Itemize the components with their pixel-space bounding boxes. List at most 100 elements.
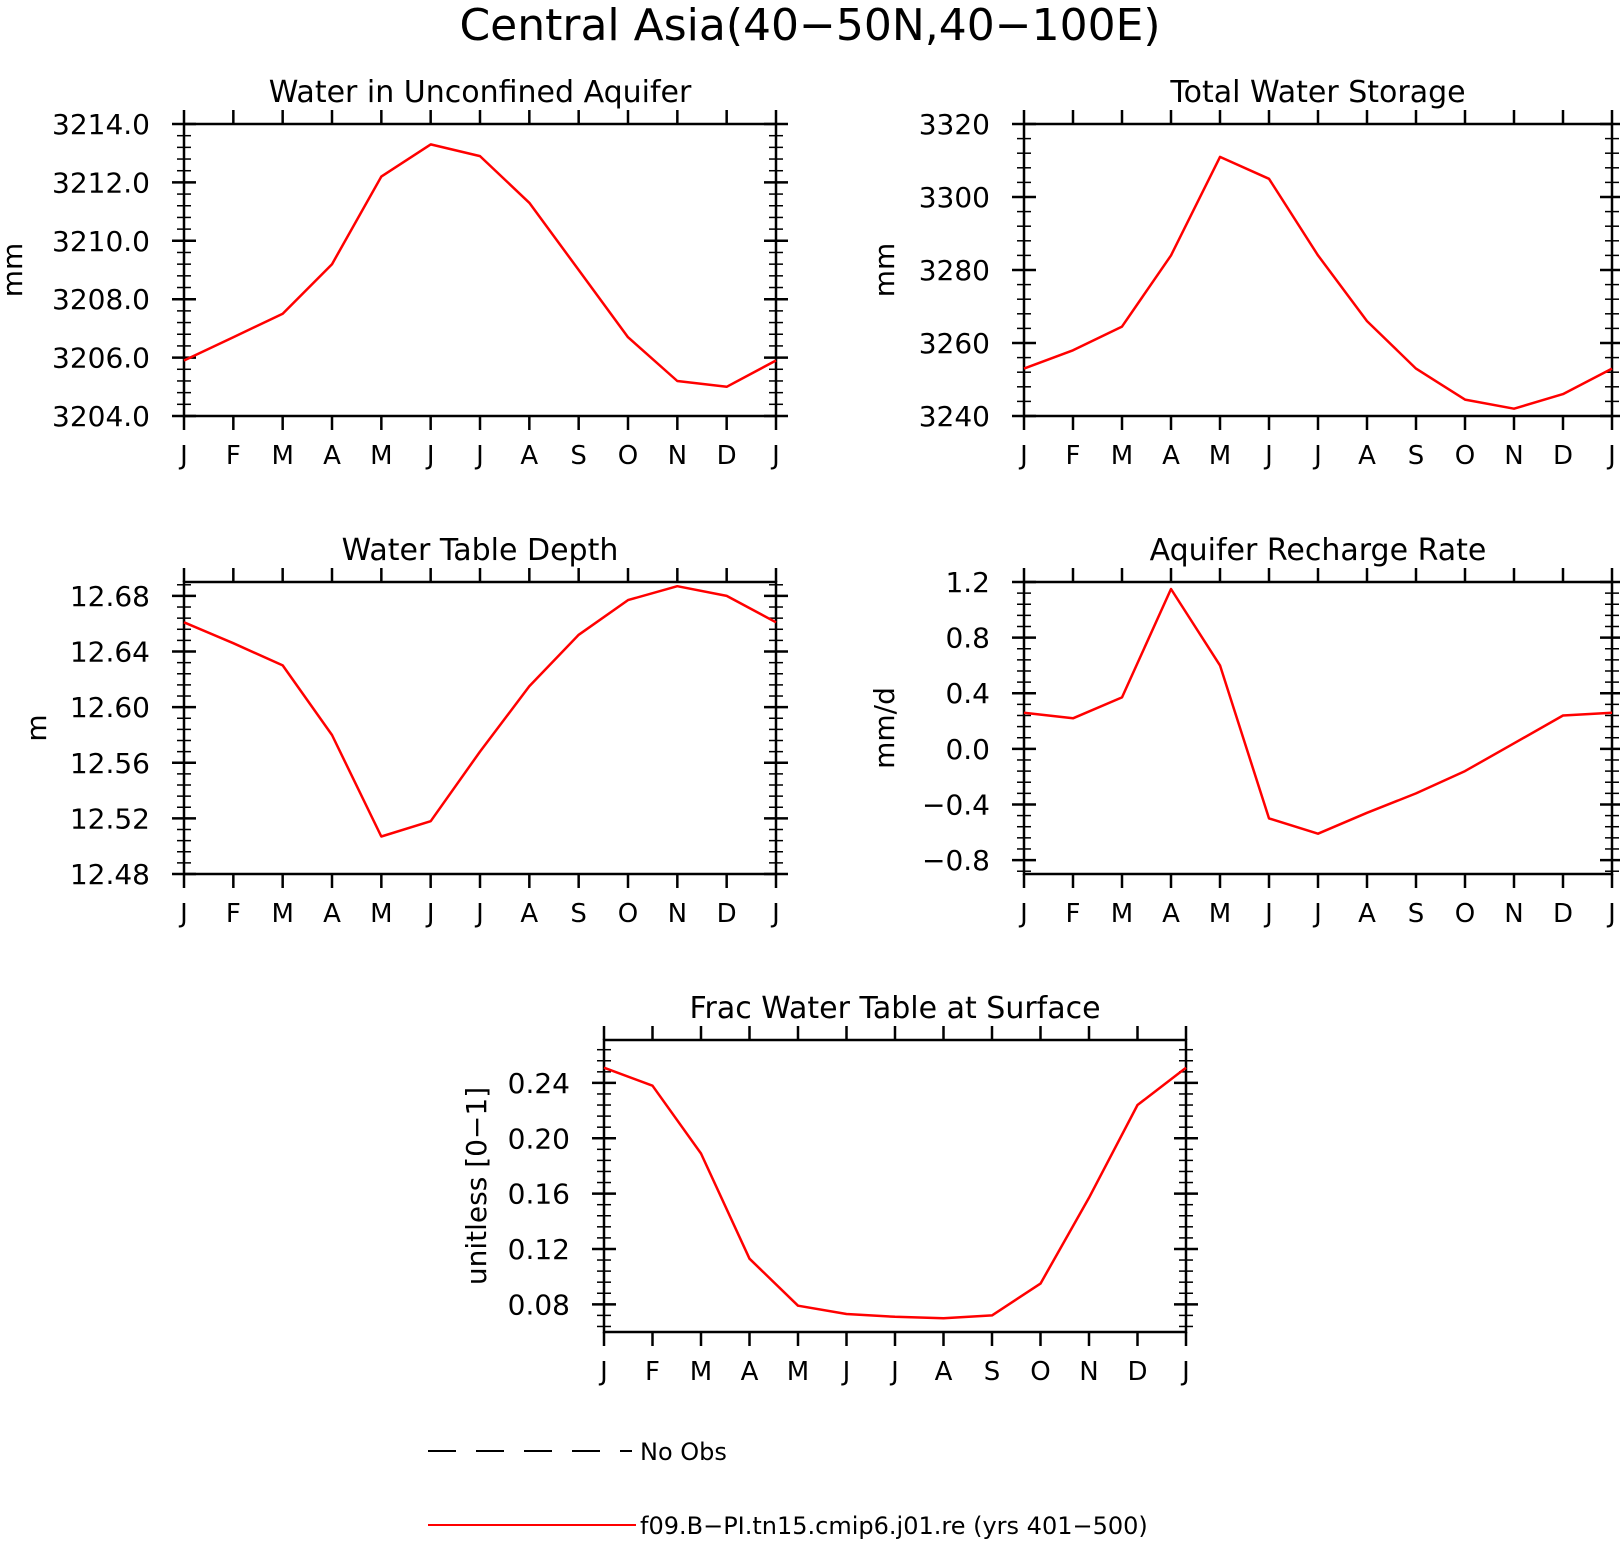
figure-title: Central Asia(40−50N,40−100E) (459, 0, 1160, 51)
x-tick-label: F (645, 1357, 660, 1387)
x-tick-label: D (1553, 899, 1573, 929)
x-tick-label: J (1180, 1357, 1190, 1387)
y-tick-label: 3210.0 (52, 225, 150, 258)
y-tick-label: −0.8 (922, 844, 990, 877)
series-line-1 (1023, 587, 1613, 835)
x-tick-label: D (1553, 441, 1573, 471)
y-axis-label: unitless [0−1] (460, 1087, 493, 1285)
y-tick-label: 0.8 (945, 622, 990, 655)
x-tick-label: J (1312, 441, 1322, 471)
legend-series-label: f09.B−PI.tn15.cmip6.j01.re (yrs 401−500) (640, 1512, 1148, 1540)
x-tick-label: A (323, 899, 341, 929)
legend-no-obs-label: No Obs (640, 1438, 727, 1466)
x-tick-label: S (984, 1357, 1001, 1387)
x-tick-label: F (226, 899, 241, 929)
y-tick-label: 12.68 (70, 580, 150, 613)
chart-panel-5: Frac Water Table at Surface unitless [0−1… (460, 991, 1198, 1387)
x-tick-label: M (1209, 899, 1231, 929)
series-line-1 (1023, 155, 1613, 410)
x-tick-label: M (690, 1357, 712, 1387)
plot-frame (182, 580, 778, 876)
x-tick-label: J (598, 1357, 608, 1387)
x-tick-label: J (889, 1357, 899, 1387)
series-line-1 (603, 1066, 1187, 1320)
y-tick-label: 12.64 (70, 636, 150, 669)
x-tick-label: M (271, 441, 293, 471)
y-tick-label: 3206.0 (52, 342, 150, 375)
x-tick-label: S (1408, 441, 1425, 471)
x-tick-label: J (1606, 899, 1616, 929)
x-tick-label: O (618, 441, 638, 471)
x-tick-label: M (1209, 441, 1231, 471)
x-tick-label: J (474, 441, 484, 471)
y-tick-label: 3208.0 (52, 283, 150, 316)
y-tick-label: 3214.0 (52, 108, 150, 141)
y-tick-label: 0.4 (945, 677, 990, 710)
x-tick-label: J (770, 441, 780, 471)
x-tick-label: A (520, 441, 538, 471)
y-tick-label: 1.2 (945, 566, 990, 599)
y-tick-label: 3320 (919, 108, 990, 141)
y-tick-label: 12.56 (70, 747, 150, 780)
x-tick-label: J (425, 441, 435, 471)
panel-title: Aquifer Recharge Rate (1150, 533, 1487, 568)
x-tick-label: O (1030, 1357, 1050, 1387)
x-tick-label: J (841, 1357, 851, 1387)
x-tick-label: A (1162, 899, 1180, 929)
x-tick-label: A (1358, 899, 1376, 929)
panel-title: Water Table Depth (342, 533, 619, 568)
x-tick-label: F (226, 441, 241, 471)
x-tick-label: A (520, 899, 538, 929)
panel-title: Total Water Storage (1169, 75, 1465, 110)
x-tick-label: M (370, 441, 392, 471)
y-tick-label: −0.4 (922, 788, 990, 821)
x-tick-label: N (1504, 441, 1523, 471)
x-tick-label: N (1079, 1357, 1098, 1387)
y-axis-label: mm/d (868, 687, 901, 769)
legend: No Obs f09.B−PI.tn15.cmip6.j01.re (yrs 4… (428, 1438, 1148, 1540)
x-tick-label: S (1408, 899, 1425, 929)
x-tick-label: F (1066, 899, 1081, 929)
y-tick-label: 3212.0 (52, 166, 150, 199)
y-tick-label: 12.60 (70, 691, 150, 724)
x-tick-label: M (1111, 899, 1133, 929)
y-tick-label: 0.24 (508, 1067, 570, 1100)
x-tick-label: N (668, 441, 687, 471)
y-tick-label: 0.20 (508, 1122, 570, 1155)
x-tick-label: J (1018, 441, 1028, 471)
x-tick-label: J (178, 899, 188, 929)
x-tick-label: N (668, 899, 687, 929)
panel-title: Water in Unconfined Aquifer (269, 75, 692, 110)
x-tick-label: J (1606, 441, 1616, 471)
y-tick-label: 12.52 (70, 802, 150, 835)
x-tick-label: A (323, 441, 341, 471)
x-tick-label: O (1455, 899, 1475, 929)
plot-frame (182, 122, 778, 418)
x-tick-label: J (178, 441, 188, 471)
x-tick-label: J (770, 899, 780, 929)
x-tick-label: J (1263, 899, 1273, 929)
y-tick-label: 0.12 (508, 1233, 570, 1266)
x-tick-label: J (425, 899, 435, 929)
plot-frame (1022, 580, 1614, 876)
y-axis-label: mm (868, 243, 901, 298)
series-line-1 (183, 584, 777, 838)
y-tick-label: 3240 (919, 400, 990, 433)
x-tick-label: J (474, 899, 484, 929)
x-tick-label: D (717, 441, 737, 471)
y-tick-label: 3260 (919, 327, 990, 360)
y-tick-label: 3280 (919, 254, 990, 287)
series-line-1 (183, 143, 777, 389)
y-tick-label: 3300 (919, 181, 990, 214)
x-tick-label: N (1504, 899, 1523, 929)
plot-frame (1022, 122, 1614, 418)
x-tick-label: S (570, 899, 587, 929)
plot-frame (602, 1038, 1188, 1334)
x-tick-label: M (787, 1357, 809, 1387)
x-tick-label: J (1018, 899, 1028, 929)
y-tick-label: 0.0 (945, 733, 990, 766)
